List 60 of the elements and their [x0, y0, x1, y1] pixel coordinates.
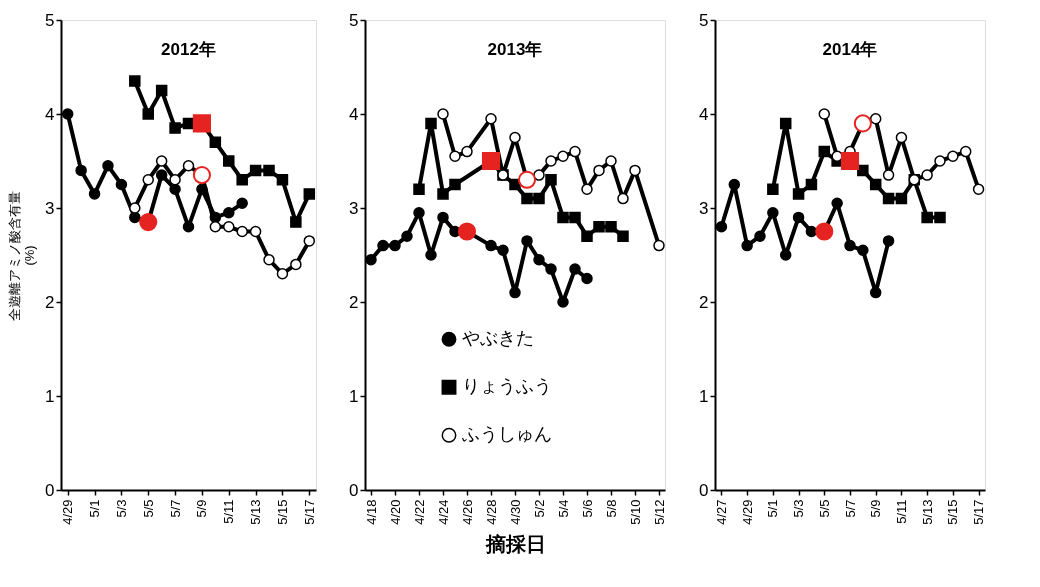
- y-tick-label: 5: [45, 10, 55, 30]
- y-axis-title: 全遊離アミノ酸含有量 (%): [7, 190, 38, 321]
- x-tick-label: 5/10: [627, 499, 643, 525]
- x-tick-label: 5/13: [248, 499, 264, 525]
- x-tick-label: 5/17: [301, 499, 317, 525]
- y-tick-label: 0: [45, 480, 55, 500]
- x-tick-label: 5/2: [531, 499, 547, 518]
- x-tick-label: 4/22: [411, 499, 427, 525]
- x-tick-label: 4/29: [60, 499, 76, 525]
- y-tick-label: 5: [349, 10, 359, 30]
- x-tick-label: 5/3: [113, 499, 129, 518]
- x-tick-label: 5/8: [603, 499, 619, 518]
- x-tick-label: 4/26: [459, 499, 475, 525]
- y-tick-label: 4: [699, 104, 709, 124]
- y-tick-label: 0: [349, 480, 359, 500]
- x-tick-label: 5/5: [816, 499, 832, 518]
- x-tick-label: 5/11: [893, 499, 909, 524]
- x-tick-label: 4/27: [713, 499, 729, 525]
- x-tick-label: 5/7: [842, 499, 858, 518]
- y-tick-label: 1: [699, 386, 709, 406]
- x-axis-title: 摘採日: [484, 532, 546, 555]
- x-tick-label: 5/9: [194, 499, 210, 518]
- legend-label: やぶきた: [462, 328, 534, 349]
- x-tick-label: 5/1: [765, 499, 781, 518]
- y-tick-label: 0: [699, 480, 709, 500]
- y-tick-label: 2: [699, 292, 709, 312]
- x-tick-label: 4/20: [387, 499, 403, 525]
- x-tick-label: 4/24: [435, 499, 451, 525]
- y-tick-label: 4: [349, 104, 359, 124]
- y-tick-label: 4: [45, 104, 55, 124]
- x-tick-label: 4/28: [483, 499, 499, 525]
- y-tick-label: 3: [349, 198, 359, 218]
- legend-label: りょうふう: [462, 376, 552, 397]
- x-tick-label: 5/5: [140, 499, 156, 518]
- x-tick-label: 5/6: [579, 499, 595, 518]
- text: 2013年: [487, 40, 543, 59]
- y-tick-label: 2: [45, 292, 55, 312]
- y-tick-label: 2: [349, 292, 359, 312]
- text: 2012年: [161, 40, 216, 59]
- x-tick-label: 5/9: [868, 499, 884, 518]
- x-tick-label: 4/29: [739, 499, 755, 525]
- x-tick-label: 4/30: [507, 499, 523, 525]
- text: 2014年: [822, 40, 878, 59]
- y-tick-label: 1: [45, 386, 55, 406]
- y-tick-label: 3: [45, 198, 55, 218]
- x-tick-label: 5/12: [651, 499, 667, 525]
- y-tick-label: 3: [699, 198, 709, 218]
- x-tick-label: 5/4: [555, 499, 571, 518]
- x-tick-label: 5/11: [221, 499, 237, 524]
- x-tick-label: 5/17: [971, 499, 987, 525]
- x-tick-label: 5/3: [791, 499, 807, 518]
- x-tick-label: 5/7: [167, 499, 183, 518]
- y-tick-label: 1: [349, 386, 359, 406]
- x-tick-label: 5/15: [274, 499, 290, 525]
- x-tick-label: 5/1: [87, 499, 103, 518]
- y-tick-label: 5: [699, 10, 709, 30]
- x-tick-label: 5/15: [945, 499, 961, 525]
- x-tick-label: 5/13: [919, 499, 935, 525]
- legend-label: ふうしゅん: [461, 424, 552, 445]
- x-tick-label: 4/18: [363, 499, 379, 525]
